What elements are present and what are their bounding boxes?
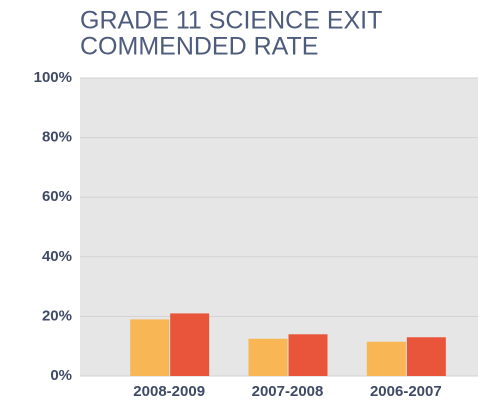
y-tick-label: 100% [34, 69, 72, 86]
bar [366, 341, 406, 376]
bar [288, 334, 328, 376]
y-tick-label: 0% [50, 367, 72, 384]
chart-title: GRADE 11 SCIENCE EXIT [80, 7, 382, 35]
bar [130, 319, 170, 376]
y-tick-label: 80% [42, 129, 72, 146]
y-tick-label: 20% [42, 307, 72, 324]
x-tick-label: 2007-2008 [252, 383, 324, 400]
bar [170, 313, 210, 376]
x-tick-label: 2006-2007 [370, 383, 442, 400]
y-tick-label: 40% [42, 248, 72, 265]
bar [248, 338, 288, 376]
chart-title: COMMENDED RATE [80, 33, 318, 61]
x-tick-label: 2008-2009 [133, 383, 205, 400]
y-tick-label: 60% [42, 188, 72, 205]
bar [406, 337, 446, 376]
